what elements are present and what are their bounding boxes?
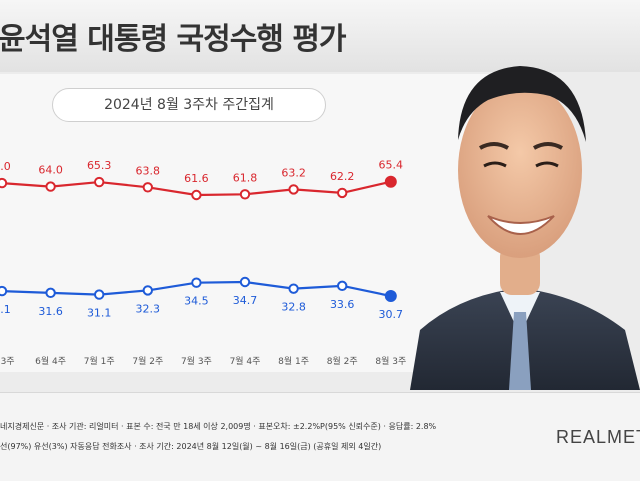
positive-value-label: 65.3: [87, 159, 112, 172]
negative-point: [0, 285, 8, 297]
hair: [458, 66, 586, 142]
x-tick-label: 월 3주: [0, 355, 15, 367]
positive-point: [337, 187, 348, 199]
negative-value-label: 33.6: [330, 298, 355, 311]
chart-subtitle: 2024년 8월 3주차 주간집계: [52, 88, 326, 122]
x-tick-label: 8월 1주: [278, 355, 309, 367]
positive-value-label: 64.0: [38, 164, 63, 177]
positive-point: [288, 184, 299, 195]
positive-value-label: 5.0: [0, 160, 11, 173]
footer: 네지경제신문 · 조사 기관: 리얼미터 · 표본 수: 전국 만 18세 이상…: [0, 392, 640, 481]
positive-point: [191, 189, 202, 201]
negative-point: [337, 280, 348, 292]
x-tick-label: 6월 4주: [35, 355, 66, 367]
x-tick-label: 8월 2주: [327, 355, 358, 367]
negative-value-label: 32.8: [281, 301, 306, 314]
left-eyebrow: [479, 142, 509, 150]
approval-line-chart: 5.0 64.0 65.3 63.8 61.6 61.8 63.2 62.2 65.4 2.1 31…: [0, 159, 406, 367]
positive-value-label: 61.8: [233, 171, 258, 184]
negative-point: [191, 277, 202, 288]
negative-point: [45, 287, 56, 299]
right-eye: [535, 161, 559, 168]
positive-point: [239, 189, 251, 200]
right-eyebrow: [533, 142, 563, 150]
chart-card: 2024년 8월 3주차 주간집계: [0, 74, 500, 372]
positive-value-label: 63.2: [281, 166, 306, 179]
x-tick-label: 7월 2주: [132, 355, 163, 367]
negative-point: [142, 285, 154, 296]
negative-value-label: 34.5: [184, 295, 209, 308]
x-tick-label: 7월 3주: [181, 355, 212, 367]
x-tick-label: 7월 1주: [84, 355, 115, 367]
positive-point: [0, 177, 8, 189]
positive-value-label: 63.8: [136, 164, 161, 177]
negative-point: [384, 290, 397, 302]
x-tick-label: 7월 4주: [230, 355, 261, 367]
page-title: 윤석열 대통령 국정수행 평가: [0, 22, 347, 57]
negative-value-label: 31.6: [38, 305, 63, 318]
left-eye: [483, 161, 507, 168]
necktie: [509, 312, 531, 390]
negative-value-label: 31.1: [87, 307, 112, 320]
negative-value-label: 2.1: [0, 303, 11, 316]
positive-value-label: 61.6: [184, 172, 209, 185]
survey-note-line1: 네지경제신문 · 조사 기관: 리얼미터 · 표본 수: 전국 만 18세 이상…: [0, 422, 437, 431]
positive-value-label: 65.4: [379, 159, 404, 172]
negative-value-label: 34.7: [233, 294, 258, 307]
president-portrait: [410, 66, 640, 390]
negative-point: [94, 289, 105, 300]
smile: [487, 215, 555, 235]
negative-value-label: 32.3: [136, 302, 161, 315]
positive-point: [94, 176, 105, 188]
negative-point: [288, 283, 299, 294]
face: [458, 82, 582, 258]
title-bar: 윤석열 대통령 국정수행 평가: [0, 0, 640, 72]
x-tick-label: 8월 3주: [375, 355, 406, 367]
positive-point: [45, 181, 56, 192]
negative-value-label: 30.7: [379, 308, 404, 321]
survey-note-line2: 선(97%) 유선(3%) 자동응답 전화조사 · 조사 기간: 2024년 8…: [0, 442, 382, 451]
positive-point: [142, 182, 154, 193]
negative-point: [239, 276, 251, 288]
neck: [500, 245, 540, 295]
brand-logo: REALMETE: [556, 427, 640, 447]
positive-point: [384, 175, 397, 188]
positive-value-label: 62.2: [330, 170, 355, 183]
